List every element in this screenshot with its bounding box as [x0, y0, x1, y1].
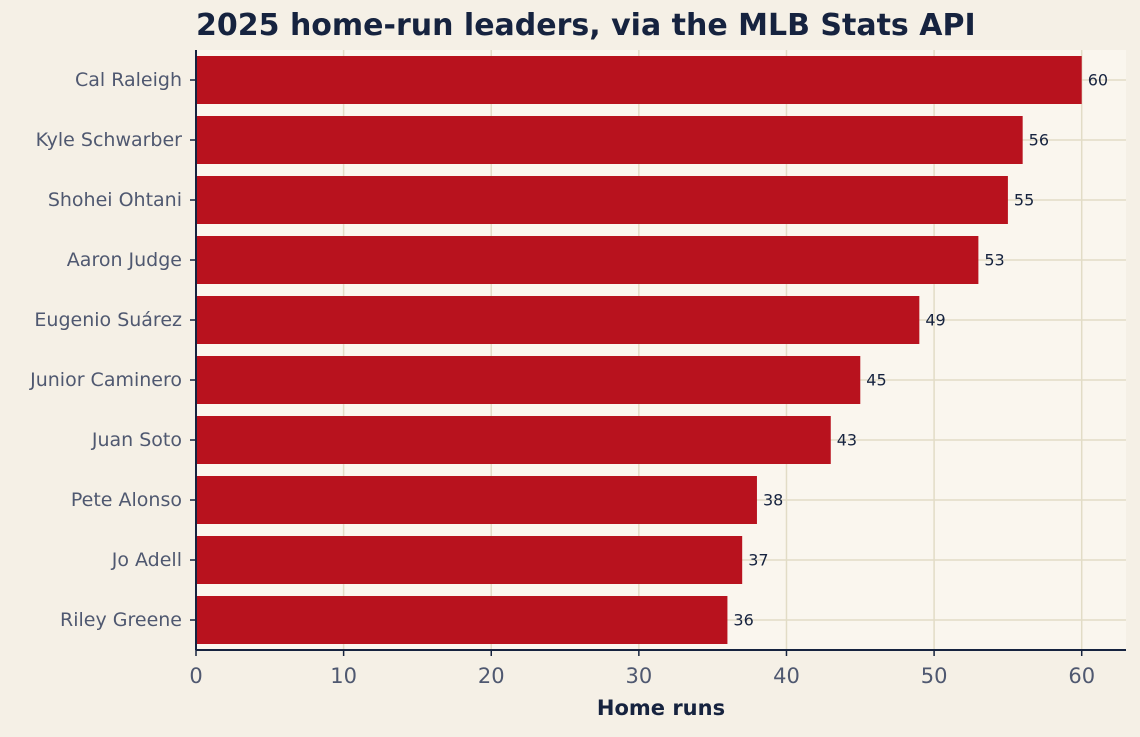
category-label: Pete Alonso [71, 489, 182, 511]
category-label: Eugenio Suárez [34, 309, 182, 331]
x-tick-label: 30 [625, 664, 652, 688]
data-label: 55 [1014, 191, 1034, 210]
category-label: Cal Raleigh [75, 69, 182, 91]
x-tick-label: 40 [773, 664, 800, 688]
category-label: Aaron Judge [67, 249, 182, 271]
data-label: 36 [733, 611, 753, 630]
bar [196, 236, 979, 284]
bar [196, 356, 861, 404]
category-label: Jo Adell [111, 549, 182, 571]
data-label: 53 [984, 251, 1004, 270]
category-label: Junior Caminero [29, 369, 182, 391]
bar [196, 476, 757, 524]
bar [196, 596, 728, 644]
bar [196, 536, 743, 584]
chart-title: 2025 home-run leaders, via the MLB Stats… [196, 8, 976, 43]
bar [196, 176, 1008, 224]
data-label: 56 [1029, 131, 1049, 150]
labels: Cal Raleigh 60 Kyle Schwarber 56 Shohei Ohta… [29, 69, 1108, 688]
x-tick-label: 10 [330, 664, 357, 688]
bar [196, 56, 1082, 104]
data-label: 37 [748, 551, 768, 570]
data-label: 45 [866, 371, 886, 390]
x-tick-label: 50 [921, 664, 948, 688]
data-label: 60 [1088, 71, 1108, 90]
axes [190, 50, 1126, 656]
x-tick-label: 20 [478, 664, 505, 688]
x-axis-title: Home runs [597, 696, 725, 720]
bar [196, 296, 920, 344]
x-tick-label: 0 [189, 664, 202, 688]
category-label: Shohei Ohtani [48, 189, 182, 211]
data-label: 49 [925, 311, 945, 330]
bar [196, 116, 1023, 164]
x-tick-label: 60 [1068, 664, 1095, 688]
category-label: Riley Greene [60, 609, 182, 631]
bars [196, 56, 1082, 644]
category-label: Kyle Schwarber [36, 129, 183, 151]
data-label: 43 [837, 431, 857, 450]
data-label: 38 [763, 491, 783, 510]
bar [196, 416, 831, 464]
category-label: Juan Soto [91, 429, 182, 451]
